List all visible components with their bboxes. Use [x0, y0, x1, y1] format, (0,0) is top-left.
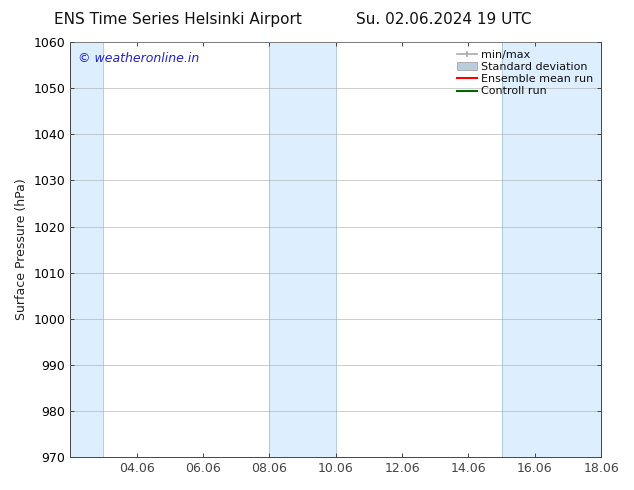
Text: ENS Time Series Helsinki Airport: ENS Time Series Helsinki Airport: [54, 12, 301, 27]
Y-axis label: Surface Pressure (hPa): Surface Pressure (hPa): [15, 179, 28, 320]
Bar: [501, 42, 601, 457]
Legend: min/max, Standard deviation, Ensemble mean run, Controll run: min/max, Standard deviation, Ensemble me…: [455, 48, 595, 98]
Bar: [269, 42, 336, 457]
Bar: [70, 42, 103, 457]
Text: Su. 02.06.2024 19 UTC: Su. 02.06.2024 19 UTC: [356, 12, 531, 27]
Text: © weatheronline.in: © weatheronline.in: [78, 52, 200, 66]
